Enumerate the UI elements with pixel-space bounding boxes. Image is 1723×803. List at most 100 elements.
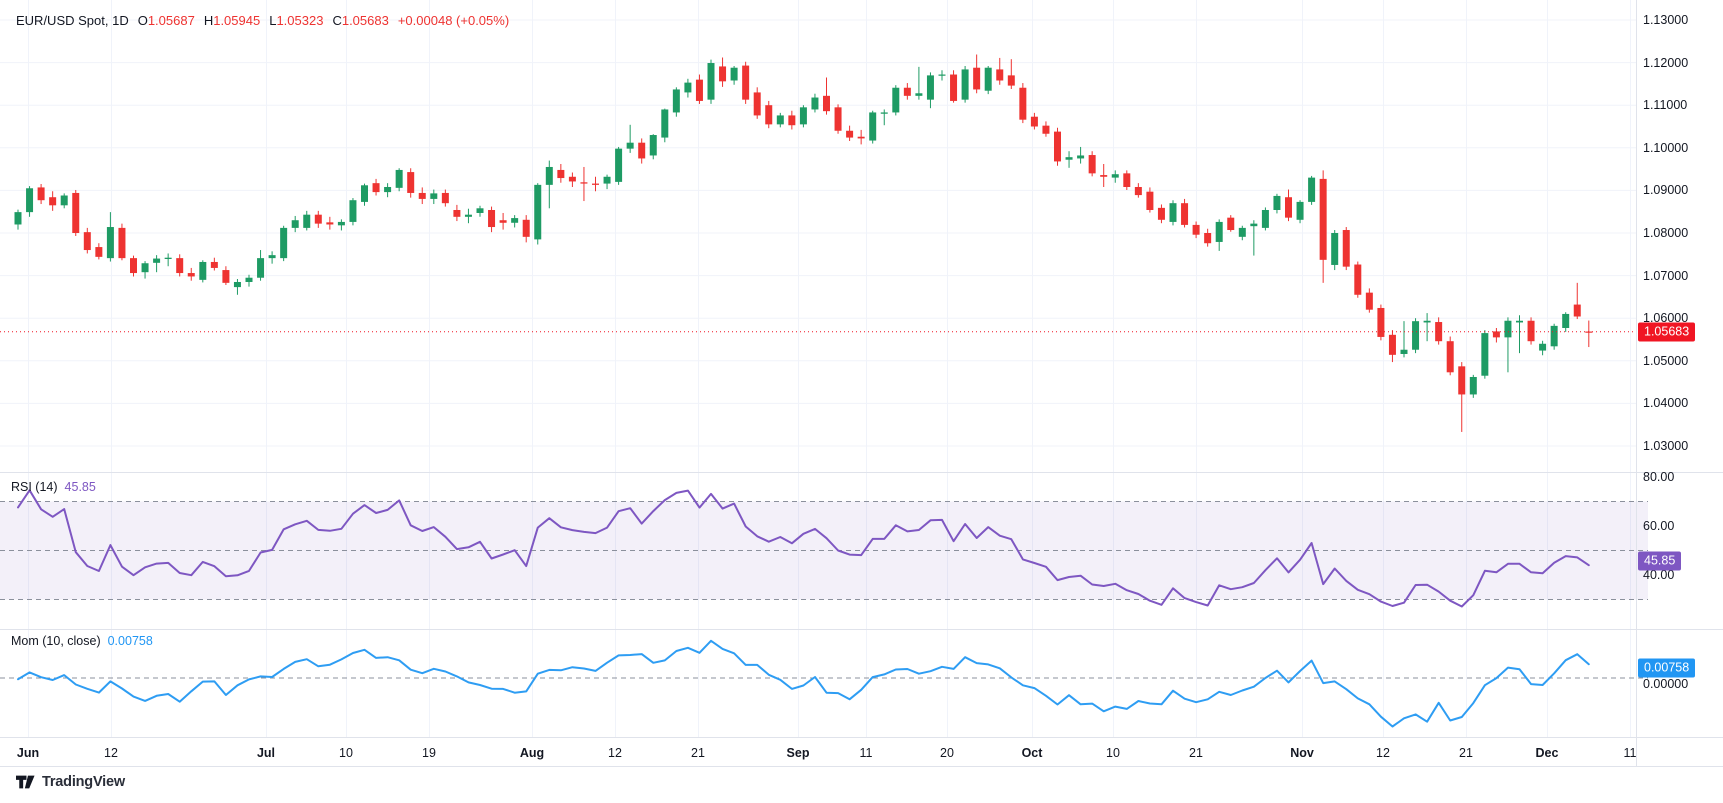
rsi-badge: 45.85 bbox=[1638, 551, 1682, 571]
ohlc-field: L1.05323 bbox=[269, 13, 324, 28]
candle-body bbox=[568, 176, 576, 182]
time-axis-label: Dec bbox=[1535, 746, 1559, 760]
time-axis-label: 12 bbox=[104, 746, 118, 760]
candle-body bbox=[60, 195, 68, 206]
candle-body bbox=[1204, 233, 1212, 244]
change-readout: +0.00048 (+0.05%) bbox=[397, 13, 510, 28]
price-axis-label: 1.09000 bbox=[1643, 183, 1689, 198]
candle-body bbox=[649, 135, 657, 156]
candle-body bbox=[268, 255, 276, 259]
ohlc-field: C1.05683 bbox=[332, 13, 389, 28]
candle-body bbox=[118, 227, 126, 259]
price-axis-label: 1.05000 bbox=[1643, 353, 1689, 368]
time-axis-label: 12 bbox=[1376, 746, 1390, 760]
candle-body bbox=[314, 214, 322, 224]
symbol-title: EUR/USD Spot, 1D bbox=[16, 13, 129, 28]
candle-body bbox=[973, 67, 981, 90]
time-axis-label: 21 bbox=[1189, 746, 1203, 760]
candle-body bbox=[384, 186, 392, 193]
candle-body bbox=[164, 257, 172, 259]
momentum-title: Mom (10, close) bbox=[11, 634, 101, 648]
tradingview-attribution[interactable]: TradingView bbox=[16, 774, 125, 790]
candle-body bbox=[938, 74, 946, 76]
time-axis-label: 11 bbox=[1623, 746, 1637, 760]
candle-body bbox=[1550, 325, 1558, 347]
candle-body bbox=[557, 169, 565, 179]
rsi-axis-label: 80.00 bbox=[1643, 470, 1675, 484]
candle-body bbox=[1065, 157, 1073, 160]
candle-body bbox=[476, 208, 484, 213]
candle-body bbox=[730, 67, 738, 81]
candle-body bbox=[210, 261, 218, 268]
time-axis-label: Oct bbox=[1021, 746, 1043, 760]
candle-body bbox=[49, 197, 57, 206]
candle-body bbox=[222, 270, 230, 283]
candle-body bbox=[1481, 333, 1489, 376]
candle-body bbox=[638, 142, 646, 159]
candle-body bbox=[1273, 195, 1281, 210]
price-axis-label: 1.03000 bbox=[1643, 439, 1689, 453]
candle-body bbox=[1354, 264, 1362, 295]
candle-body bbox=[1458, 366, 1466, 395]
candle-body bbox=[1077, 155, 1085, 159]
candle-body bbox=[811, 97, 819, 110]
candle-body bbox=[430, 193, 438, 199]
candle-body bbox=[1527, 320, 1535, 342]
candlestick-series[interactable] bbox=[14, 54, 1593, 432]
candle-body bbox=[199, 261, 207, 280]
candle-body bbox=[926, 75, 934, 100]
momentum-badge: 0.00758 bbox=[1638, 658, 1696, 678]
candle-body bbox=[799, 107, 807, 125]
time-axis-label: 19 bbox=[422, 746, 436, 760]
candle-body bbox=[846, 130, 854, 138]
candle-body bbox=[141, 263, 149, 273]
candle-body bbox=[1123, 173, 1131, 187]
candle-body bbox=[337, 221, 345, 226]
candle-body bbox=[719, 66, 727, 82]
candle-body bbox=[626, 142, 634, 149]
candle-body bbox=[464, 214, 472, 217]
candle-body bbox=[1400, 349, 1408, 354]
time-axis-label: 12 bbox=[608, 746, 622, 760]
price-axis-label: 1.06000 bbox=[1643, 311, 1689, 326]
momentum-value: 0.00758 bbox=[107, 634, 153, 648]
candle-body bbox=[1377, 307, 1385, 337]
candle-body bbox=[1539, 343, 1547, 351]
candle-body bbox=[1134, 186, 1142, 196]
candle-body bbox=[1042, 125, 1050, 134]
candle-body bbox=[765, 105, 773, 125]
candle-body bbox=[1516, 320, 1523, 323]
candle-body bbox=[106, 227, 114, 259]
candle-body bbox=[1238, 227, 1246, 237]
candle-body bbox=[372, 183, 380, 193]
time-axis-label: Sep bbox=[786, 746, 810, 760]
candle-body bbox=[1192, 224, 1200, 235]
candle-body bbox=[695, 79, 703, 101]
candle-body bbox=[522, 219, 530, 237]
candle-body bbox=[280, 227, 288, 259]
price-axis-label: 1.13000 bbox=[1643, 13, 1689, 27]
candle-body bbox=[233, 281, 241, 288]
candle-body bbox=[1169, 203, 1177, 222]
candle-body bbox=[1331, 233, 1339, 265]
candle-body bbox=[453, 209, 461, 217]
candle-body bbox=[72, 192, 80, 233]
candle-body bbox=[326, 222, 334, 225]
candle-body bbox=[1435, 322, 1443, 342]
candle-body bbox=[672, 89, 680, 113]
rsi-title: RSI (14) bbox=[11, 480, 58, 494]
candle-body bbox=[1261, 209, 1269, 228]
candle-body bbox=[14, 212, 22, 225]
candle-body bbox=[1157, 207, 1165, 220]
candle-body bbox=[892, 87, 900, 113]
tradingview-logo-icon bbox=[16, 775, 35, 789]
time-axis-label: Aug bbox=[519, 746, 545, 760]
ohlc-readout: O1.05687 H1.05945 L1.05323 C1.05683 bbox=[138, 13, 389, 28]
candle-body bbox=[903, 87, 911, 96]
price-axis-label: 1.08000 bbox=[1643, 226, 1689, 240]
time-axis-label: 11 bbox=[859, 746, 873, 760]
candle-body bbox=[1365, 292, 1373, 310]
candle-body bbox=[707, 63, 715, 100]
